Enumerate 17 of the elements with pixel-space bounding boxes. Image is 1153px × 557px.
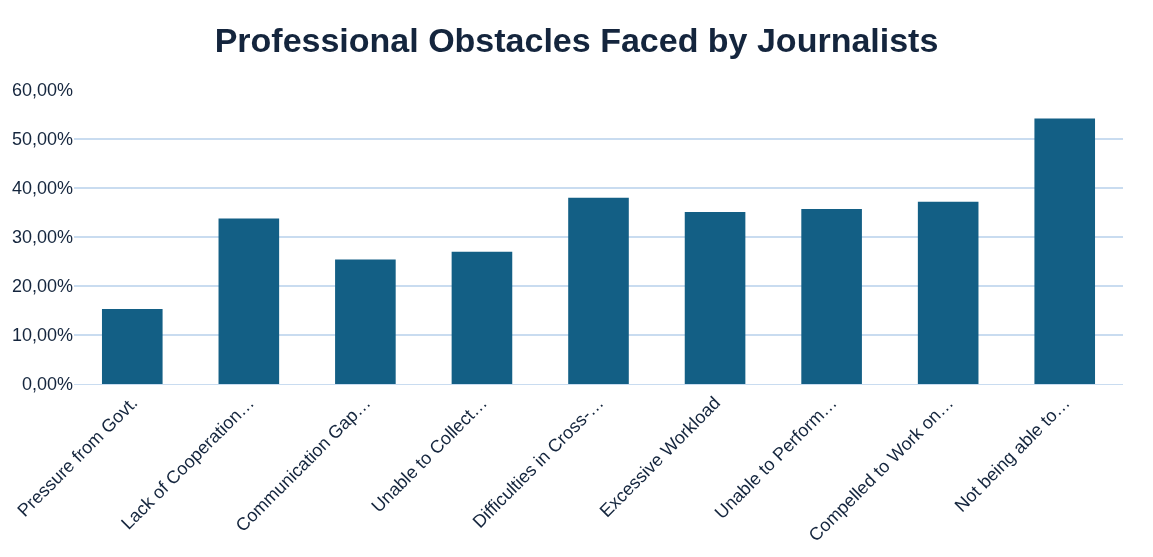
y-tick-label: 30,00% [11, 227, 73, 248]
bar [451, 251, 513, 384]
bar [335, 259, 396, 384]
y-tick-label: 10,00% [11, 325, 73, 346]
bar [218, 218, 280, 384]
bar [917, 201, 979, 384]
bar [1034, 118, 1096, 384]
bar [568, 197, 629, 384]
bar [684, 212, 746, 384]
y-tick-label: 60,00% [11, 80, 73, 101]
y-tick-label: 0,00% [21, 374, 73, 395]
y-tick-label: 20,00% [11, 276, 73, 297]
y-tick-label: 50,00% [11, 129, 73, 150]
bar [101, 309, 163, 384]
chart-title: Professional Obstacles Faced by Journalists [214, 20, 939, 59]
bar [801, 209, 862, 384]
y-tick-label: 40,00% [11, 178, 73, 199]
